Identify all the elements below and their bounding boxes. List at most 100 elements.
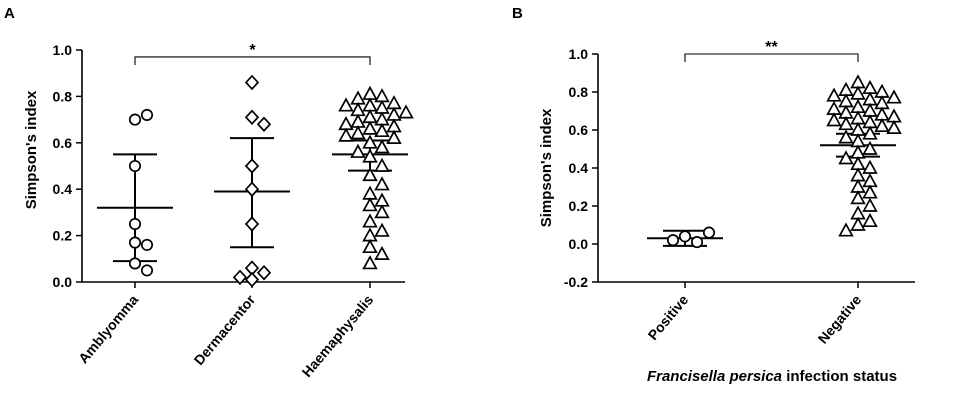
data-point	[838, 150, 854, 165]
data-point	[886, 89, 902, 104]
data-point	[350, 113, 366, 128]
data-point	[362, 227, 378, 242]
panel-b: B Simpson's index -0.2 0.0 0.2 0.4 0.6 0.8 1.0…	[512, 5, 915, 385]
y-tick-label: 0.4	[569, 160, 589, 176]
data-point	[338, 127, 354, 142]
data-point	[862, 212, 878, 228]
significance-label: *	[249, 42, 256, 59]
data-point	[386, 106, 402, 121]
data-point	[244, 158, 260, 174]
data-point	[826, 112, 842, 127]
y-tick-label: 0.4	[53, 181, 73, 197]
y-tick-label: 0.8	[569, 84, 589, 100]
category-label: Haemaphysalis	[299, 291, 377, 380]
panel-a-axes: 0.0 0.2 0.4 0.6 0.8 1.0	[53, 42, 405, 290]
data-point	[690, 236, 704, 249]
y-tick-label: 0.0	[53, 274, 73, 290]
data-point	[374, 99, 390, 114]
significance-label: **	[765, 39, 778, 56]
category-label: Negative	[815, 291, 865, 346]
panel-b-significance: **	[684, 39, 859, 62]
data-point	[374, 88, 390, 103]
panel-b-x-axis-title: Francisella persica infection status	[647, 368, 897, 385]
data-point	[862, 184, 878, 199]
data-point	[128, 159, 142, 173]
data-point	[244, 216, 260, 232]
data-point	[362, 197, 378, 212]
y-tick-label: 0.0	[569, 236, 589, 252]
data-point	[666, 234, 680, 247]
data-point	[838, 222, 854, 237]
data-point	[244, 74, 260, 91]
data-point	[128, 113, 142, 126]
data-point	[862, 159, 878, 174]
panel-a-significance: *	[134, 42, 371, 65]
y-tick-label: 1.0	[569, 46, 589, 62]
panel-letter-a: A	[4, 5, 15, 22]
panel-a: A Simpson's index 0.0 0.2 0.4 0.6 0.8 1.0 * A…	[4, 5, 414, 380]
data-point	[678, 230, 692, 243]
category-label: Amblyomma	[75, 291, 141, 366]
data-point	[874, 117, 890, 133]
data-point	[862, 197, 878, 212]
data-point	[140, 264, 154, 277]
data-point	[128, 217, 142, 231]
data-point	[886, 119, 902, 134]
significance-bracket	[684, 53, 859, 62]
data-point	[386, 95, 402, 110]
data-point	[850, 216, 866, 231]
data-point	[374, 204, 390, 219]
data-point	[362, 120, 378, 135]
data-point	[350, 125, 366, 140]
data-point	[362, 134, 378, 149]
data-point	[862, 140, 878, 155]
data-point	[826, 87, 842, 102]
data-point	[362, 238, 378, 254]
panel-a-marks	[97, 74, 414, 288]
data-point	[362, 255, 378, 270]
data-point	[862, 125, 878, 140]
data-point	[838, 116, 854, 131]
data-point	[244, 271, 260, 288]
panel-a-y-axis-title: Simpson's index	[23, 90, 40, 209]
data-point	[128, 236, 142, 249]
data-point	[128, 257, 142, 270]
category-label: Positive	[645, 291, 692, 343]
y-tick-label: 0.2	[569, 198, 589, 214]
data-point	[256, 264, 272, 281]
data-point	[362, 109, 378, 124]
panel-a-category-labels: Amblyomma Dermacentor Haemaphysalis	[75, 291, 376, 380]
panel-b-y-axis-title: Simpson's index	[538, 108, 555, 227]
data-point	[256, 116, 272, 132]
data-point	[350, 102, 366, 117]
data-point	[850, 85, 866, 100]
y-tick-label: -0.2	[564, 274, 588, 290]
data-point	[374, 245, 390, 261]
data-point	[374, 157, 390, 172]
data-point	[232, 269, 248, 286]
data-point	[362, 85, 378, 100]
panel-letter-b: B	[512, 5, 523, 22]
data-point	[244, 181, 260, 197]
y-tick-label: 0.2	[53, 228, 73, 244]
data-point	[838, 129, 854, 144]
data-point	[338, 97, 354, 112]
data-point	[850, 190, 866, 205]
data-point	[140, 108, 154, 122]
y-tick-label: 0.6	[569, 122, 589, 138]
data-point	[374, 192, 390, 207]
data-point	[350, 90, 366, 105]
data-point	[386, 129, 402, 145]
data-point	[338, 115, 354, 131]
data-point	[702, 226, 716, 239]
data-point	[362, 213, 378, 228]
y-tick-label: 0.8	[53, 88, 73, 104]
data-point	[374, 176, 390, 191]
y-tick-label: 1.0	[53, 42, 73, 58]
data-point	[350, 143, 366, 158]
data-point	[244, 109, 260, 126]
panel-b-marks	[647, 74, 902, 249]
data-point	[374, 222, 390, 237]
data-point	[374, 139, 390, 154]
